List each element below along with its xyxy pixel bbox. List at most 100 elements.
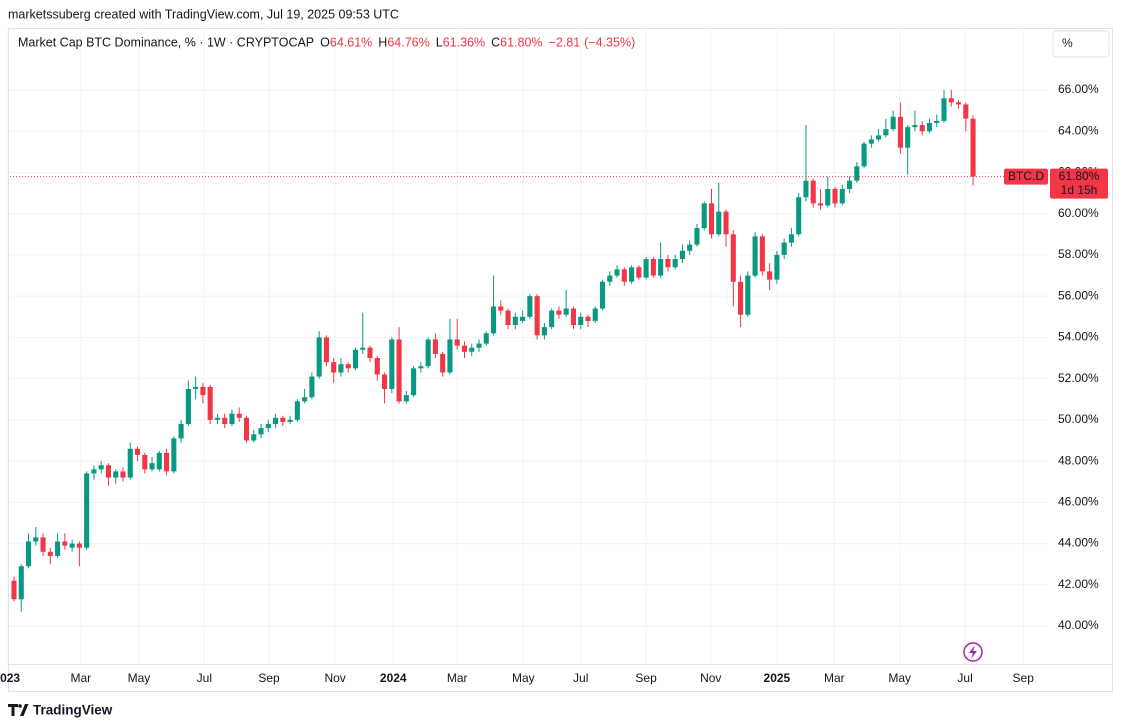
y-tick-label: 52.00% bbox=[1058, 371, 1099, 385]
candle-body bbox=[578, 316, 584, 326]
candles bbox=[11, 89, 976, 612]
candle-body bbox=[861, 143, 867, 167]
candle-body bbox=[796, 197, 802, 235]
candle-body bbox=[229, 413, 235, 424]
candle-body bbox=[854, 166, 860, 181]
candle-body bbox=[658, 259, 664, 276]
candle-body bbox=[665, 259, 671, 268]
candle-body bbox=[258, 428, 264, 435]
legend-value: 61.80% bbox=[500, 35, 542, 49]
scale-button[interactable] bbox=[1052, 30, 1110, 58]
candle-body bbox=[694, 228, 700, 245]
candle-body bbox=[563, 308, 569, 315]
symbol-tag bbox=[1004, 168, 1048, 185]
x-tick-label: Sep bbox=[635, 671, 657, 685]
candle-body bbox=[767, 271, 773, 280]
x-tick-label: Jul bbox=[957, 671, 972, 685]
candle-body bbox=[374, 358, 380, 375]
candle-body bbox=[708, 203, 715, 235]
candle-body bbox=[265, 423, 271, 429]
x-tick-label: May bbox=[128, 671, 151, 685]
candle-body bbox=[236, 413, 242, 418]
event-icon bbox=[963, 642, 983, 662]
candle-body bbox=[810, 180, 816, 204]
candle-body bbox=[839, 188, 845, 204]
candle-body bbox=[716, 211, 722, 235]
chart-title: Market Cap BTC Dominance, % · 1W · CRYPT… bbox=[18, 35, 314, 49]
scale-button-label[interactable]: % bbox=[1062, 36, 1073, 50]
legend-value: 64.61% bbox=[330, 35, 372, 49]
candle-body bbox=[243, 417, 250, 441]
legend-key: O bbox=[320, 35, 330, 49]
candle-body bbox=[309, 376, 315, 398]
candle-body bbox=[650, 259, 656, 276]
x-tick-label: Sep bbox=[1013, 671, 1035, 685]
y-tick-label: 54.00% bbox=[1058, 330, 1099, 344]
candle-body bbox=[396, 339, 402, 402]
y-tick-label: 44.00% bbox=[1058, 536, 1099, 550]
candle-body bbox=[25, 541, 32, 567]
x-tick-label: Mar bbox=[447, 671, 468, 685]
candle-body bbox=[512, 316, 518, 326]
candle-body bbox=[520, 316, 526, 321]
candle-body bbox=[788, 234, 794, 243]
candle-body bbox=[11, 580, 17, 600]
y-tick-label: 50.00% bbox=[1058, 412, 1099, 426]
y-tick-label: 66.00% bbox=[1058, 82, 1099, 96]
legend-key: C bbox=[491, 35, 500, 49]
candle-body bbox=[672, 259, 678, 268]
candle-body bbox=[723, 211, 729, 235]
y-tick-label: 48.00% bbox=[1058, 453, 1099, 467]
candle-body bbox=[55, 541, 61, 556]
legend-key: H bbox=[378, 35, 387, 49]
candle-body bbox=[607, 275, 613, 282]
candle-body bbox=[461, 345, 468, 352]
candle-body bbox=[483, 333, 489, 344]
candle-body bbox=[62, 541, 68, 546]
candle-body bbox=[592, 308, 598, 321]
candle-body bbox=[113, 471, 119, 478]
candle-body bbox=[847, 180, 853, 189]
x-tick-label: 2024 bbox=[380, 671, 407, 685]
y-tick-label: 60.00% bbox=[1058, 206, 1099, 220]
candle-body bbox=[200, 386, 206, 396]
candle-body bbox=[156, 452, 162, 470]
candle-body bbox=[527, 296, 533, 317]
candle-body bbox=[382, 374, 388, 389]
candle-body bbox=[614, 269, 620, 276]
candle-body bbox=[876, 135, 882, 140]
candle-body bbox=[963, 104, 969, 119]
x-tick-label: Nov bbox=[700, 671, 721, 685]
candle-body bbox=[970, 118, 976, 177]
candle-body bbox=[33, 537, 39, 542]
candle-body bbox=[752, 236, 758, 276]
price-tag-countdown: 1d 15h bbox=[1061, 183, 1098, 197]
y-tick-label: 46.00% bbox=[1058, 495, 1099, 509]
x-tick-label: Nov bbox=[324, 671, 345, 685]
candle-body bbox=[926, 122, 933, 132]
candle-body bbox=[774, 254, 780, 280]
candle-body bbox=[251, 434, 257, 441]
candle-body bbox=[919, 125, 925, 132]
candle-body bbox=[389, 339, 395, 389]
candle-body bbox=[69, 543, 75, 548]
candle-body bbox=[868, 139, 874, 144]
candle-body bbox=[636, 267, 642, 278]
candle-body bbox=[941, 98, 947, 121]
candle-body bbox=[84, 473, 90, 548]
candle-body bbox=[316, 337, 322, 377]
candle-body bbox=[440, 353, 446, 373]
x-tick-label: 2025 bbox=[764, 671, 791, 685]
candle-body bbox=[629, 267, 635, 282]
legend-key: L bbox=[436, 35, 443, 49]
y-tick-label: 42.00% bbox=[1058, 577, 1099, 591]
candle-body bbox=[98, 465, 104, 470]
candle-body bbox=[905, 127, 911, 148]
candle-body bbox=[331, 362, 337, 373]
candle-body bbox=[360, 347, 366, 350]
y-tick-label: 64.00% bbox=[1058, 123, 1099, 137]
legend-value: 64.76% bbox=[387, 35, 429, 49]
price-tag-value: 61.80% bbox=[1059, 169, 1100, 183]
